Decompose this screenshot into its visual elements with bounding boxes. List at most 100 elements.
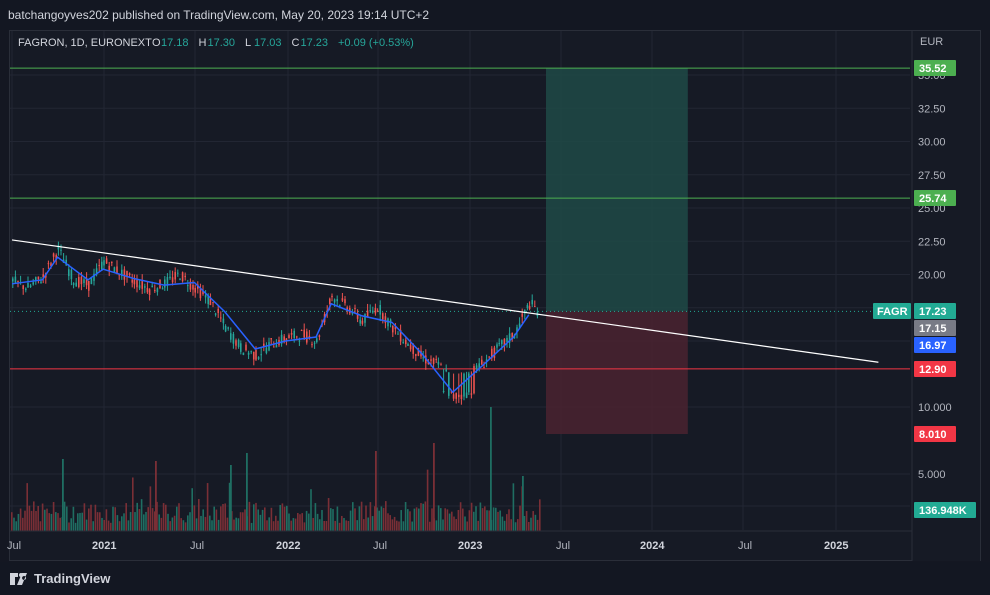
volume-bar xyxy=(308,513,310,531)
price-label-text: 17.23 xyxy=(919,306,947,318)
volume-bar xyxy=(477,520,479,531)
candle-body xyxy=(222,318,225,324)
candle-body xyxy=(432,358,435,364)
volume-bar xyxy=(451,511,453,531)
volume-bar xyxy=(380,506,383,531)
candle-body xyxy=(485,359,488,362)
candle-body xyxy=(354,308,356,310)
volume-bars xyxy=(11,407,541,531)
candle-body xyxy=(22,285,24,290)
candle-body xyxy=(232,333,235,344)
volume-bar xyxy=(409,511,411,531)
volume-bar xyxy=(96,512,99,531)
volume-bar xyxy=(389,515,391,531)
candle-body xyxy=(369,310,371,312)
volume-bar xyxy=(105,509,108,531)
volume-bar xyxy=(248,501,251,531)
price-label-box xyxy=(914,426,956,442)
candle-body xyxy=(346,307,348,311)
candle-body xyxy=(70,269,73,280)
candle-body xyxy=(407,343,409,346)
candle-body xyxy=(260,354,262,356)
chart-frame[interactable] xyxy=(9,30,981,561)
candle-body xyxy=(40,281,42,284)
volume-bar xyxy=(442,519,444,531)
legend-o-value: 17.18 xyxy=(161,37,189,49)
volume-bar xyxy=(173,515,176,531)
candle-body xyxy=(483,367,485,369)
candle-body xyxy=(37,276,40,280)
volume-bar xyxy=(528,521,530,531)
candle-body xyxy=(111,261,113,264)
legend-symbol: FAGRON, 1D, EURONEXT xyxy=(18,37,152,49)
volume-bar xyxy=(466,521,468,531)
volume-bar xyxy=(277,520,279,531)
candle-body xyxy=(351,312,354,314)
volume-bar xyxy=(396,520,398,531)
candle-body xyxy=(306,331,308,343)
volume-bar xyxy=(77,513,79,531)
volume-bar xyxy=(433,443,435,531)
volume-bar xyxy=(24,510,26,531)
volume-bar xyxy=(525,511,528,531)
volume-bar xyxy=(211,520,213,531)
candle-body xyxy=(141,280,143,289)
volume-bar xyxy=(490,407,492,531)
candle-body xyxy=(313,342,316,344)
volume-bar xyxy=(79,512,81,531)
candle-body xyxy=(47,263,50,265)
volume-bar xyxy=(257,509,259,531)
candle-body xyxy=(57,245,60,250)
volume-bar xyxy=(385,501,387,531)
volume-bar xyxy=(209,515,211,531)
volume-bar xyxy=(259,514,262,531)
price-label-box xyxy=(914,502,976,518)
candle-body xyxy=(255,350,257,360)
candle-body xyxy=(442,391,445,393)
y-tick-label: 10.000 xyxy=(918,402,952,414)
candle-body xyxy=(174,272,176,280)
volume-bar xyxy=(453,516,455,531)
volume-bar xyxy=(404,502,407,531)
y-tick-label: 30.00 xyxy=(918,137,946,149)
volume-bar xyxy=(299,514,301,531)
price-label-box xyxy=(914,60,956,76)
candle-body xyxy=(245,344,247,351)
price-chart[interactable]: EUR35.0032.5030.0027.5025.0022.5020.0017… xyxy=(0,0,990,562)
volume-bar xyxy=(62,459,64,531)
volume-bar xyxy=(154,511,156,531)
volume-bar xyxy=(145,511,147,531)
price-axis xyxy=(912,31,980,561)
candle-body xyxy=(184,275,186,278)
price-label-box xyxy=(914,337,956,353)
volume-bar xyxy=(30,510,33,531)
volume-bar xyxy=(371,516,374,531)
volume-bar xyxy=(222,503,224,531)
moving-average-line xyxy=(11,256,530,394)
candle-body xyxy=(493,347,496,358)
candle-body xyxy=(156,288,159,293)
volume-bar xyxy=(11,512,13,531)
candle-body xyxy=(339,305,341,307)
legend-o-label: O xyxy=(152,37,161,49)
volume-bar xyxy=(242,512,244,531)
candle-body xyxy=(394,326,397,330)
volume-bar xyxy=(367,517,369,531)
volume-bar xyxy=(112,506,114,531)
volume-bar xyxy=(411,521,413,531)
candle-body xyxy=(105,258,108,264)
volume-bar xyxy=(429,521,431,531)
volume-bar xyxy=(46,508,48,531)
candle-body xyxy=(508,333,511,343)
candle-body xyxy=(409,344,412,350)
volume-bar xyxy=(338,522,341,531)
volume-bar xyxy=(165,504,167,531)
volume-bar xyxy=(187,515,189,531)
candle-body xyxy=(452,394,455,399)
candle-body xyxy=(288,335,290,339)
tradingview-logo[interactable]: TradingView xyxy=(10,571,110,586)
volume-bar xyxy=(110,522,112,531)
volume-bar xyxy=(88,508,90,531)
volume-bar xyxy=(503,520,506,531)
x-tick-label: Jul xyxy=(556,540,570,552)
